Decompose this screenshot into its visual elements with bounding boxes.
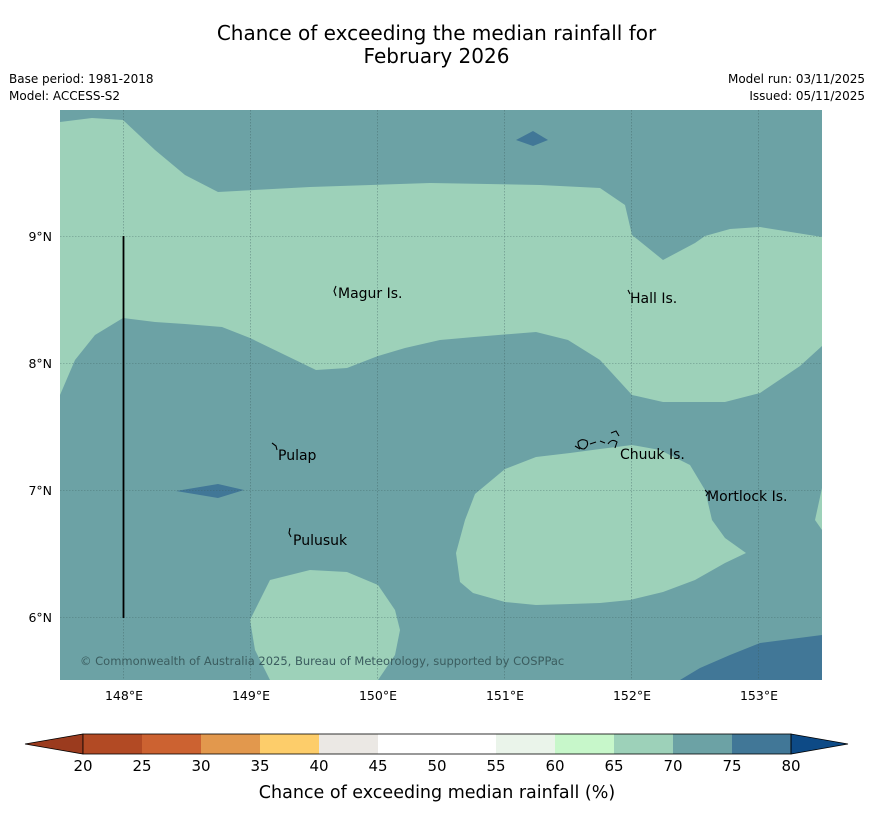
- colorbar-under-arrow: [24, 733, 84, 755]
- colorbar-segment: [614, 734, 674, 754]
- colorbar-segment: [555, 734, 615, 754]
- colorbar-tick: 55: [486, 757, 505, 775]
- place-magur-label: Magur Is.: [338, 286, 403, 302]
- colorbar-tick: 50: [427, 757, 446, 775]
- pulap-island-outline: [271, 442, 278, 451]
- contour-75-80-southeast-patch: [680, 635, 822, 680]
- colorbar-tick: 80: [781, 757, 800, 775]
- colorbar-segment: [437, 734, 497, 754]
- chart-title: Chance of exceeding the median rainfall …: [0, 22, 873, 68]
- colorbar-tick: 40: [309, 757, 328, 775]
- colorbar-label: Chance of exceeding median rainfall (%): [259, 783, 615, 803]
- colorbar-segment: [673, 734, 733, 754]
- place-hall-label: Hall Is.: [630, 291, 677, 307]
- lon-tick-153e: 153°E: [740, 688, 778, 703]
- lon-tick-151e: 151°E: [486, 688, 524, 703]
- lat-tick-9n: 9°N: [28, 229, 52, 244]
- colorbar-segment: [732, 734, 792, 754]
- lon-axis: 148°E 149°E 150°E 151°E 152°E 153°E: [105, 688, 778, 703]
- place-chuuk-label: Chuuk Is.: [620, 447, 685, 463]
- colorbar-segment: [142, 734, 202, 754]
- meta-left: Base period: 1981-2018 Model: ACCESS-S2: [9, 71, 154, 105]
- colorbar-tick: 75: [722, 757, 741, 775]
- contour-60-70-south-blob: [456, 445, 746, 605]
- contour-60-70-small-blob: [250, 570, 400, 680]
- lat-tick-8n: 8°N: [28, 356, 52, 371]
- colorbar-tick: 45: [368, 757, 387, 775]
- lon-tick-148e: 148°E: [105, 688, 143, 703]
- meta-right: Model run: 03/11/2025 Issued: 05/11/2025: [728, 71, 865, 105]
- title-line-2: February 2026: [363, 44, 510, 68]
- title-line-1: Chance of exceeding the median rainfall …: [216, 21, 657, 45]
- contour-75-80-west-patch: [176, 484, 244, 498]
- colorbar-over-arrow: [790, 733, 849, 755]
- colorbar-tick: 65: [604, 757, 623, 775]
- colorbar-segment: [83, 734, 143, 754]
- colorbar-tick: 25: [132, 757, 151, 775]
- place-pulap-label: Pulap: [278, 448, 317, 464]
- colorbar-tick: 70: [663, 757, 682, 775]
- mortlock-island-outline: [704, 489, 709, 497]
- colorbar-tick: 30: [191, 757, 210, 775]
- chuuk-lagoon-outline: [574, 430, 620, 450]
- colorbar-tick-labels: 20 25 30 35 40 45 50 55 60 65 70 75 80: [73, 757, 800, 775]
- model-name: Model: ACCESS-S2: [9, 89, 121, 103]
- colorbar-segment: [319, 734, 379, 754]
- place-labels: Magur Is. Hall Is. Pulap Chuuk Is. Mortl…: [278, 286, 787, 549]
- lat-axis: 9°N 8°N 7°N 6°N: [28, 229, 52, 625]
- hall-island-outline: [627, 289, 631, 295]
- colorbar-tick: 35: [250, 757, 269, 775]
- magur-island-outline: [333, 285, 337, 297]
- map-area: Magur Is. Hall Is. Pulap Chuuk Is. Mortl…: [60, 110, 822, 680]
- place-mortlock-label: Mortlock Is.: [707, 489, 787, 505]
- base-period: Base period: 1981-2018: [9, 72, 154, 86]
- map-gridlines: [60, 110, 822, 680]
- lat-tick-7n: 7°N: [28, 483, 52, 498]
- lon-tick-152e: 152°E: [613, 688, 651, 703]
- island-markers: [271, 285, 709, 538]
- colorbar-tick: 20: [73, 757, 92, 775]
- colorbar-segment: [378, 734, 438, 754]
- lon-tick-149e: 149°E: [232, 688, 270, 703]
- colorbar-segment: [260, 734, 320, 754]
- lon-tick-150e: 150°E: [359, 688, 397, 703]
- contour-75-80-north-patch: [516, 131, 548, 146]
- colorbar: 20 25 30 35 40 45 50 55 60 65 70 75 80 Chance of exc…: [24, 733, 849, 803]
- colorbar-segment: [496, 734, 556, 754]
- lat-tick-6n: 6°N: [28, 610, 52, 625]
- pulusuk-island-outline: [288, 527, 292, 538]
- place-pulusuk-label: Pulusuk: [293, 533, 348, 549]
- contour-60-70-north-band: [60, 118, 822, 402]
- issued-date: Issued: 05/11/2025: [749, 89, 865, 103]
- model-run: Model run: 03/11/2025: [727, 72, 865, 86]
- contour-60-70-east-sliver: [815, 488, 822, 530]
- colorbar-tick: 60: [545, 757, 564, 775]
- copyright-text: © Commonwealth of Australia 2025, Bureau…: [80, 654, 564, 668]
- colorbar-segment: [201, 734, 261, 754]
- colorbar-segments: [83, 734, 792, 754]
